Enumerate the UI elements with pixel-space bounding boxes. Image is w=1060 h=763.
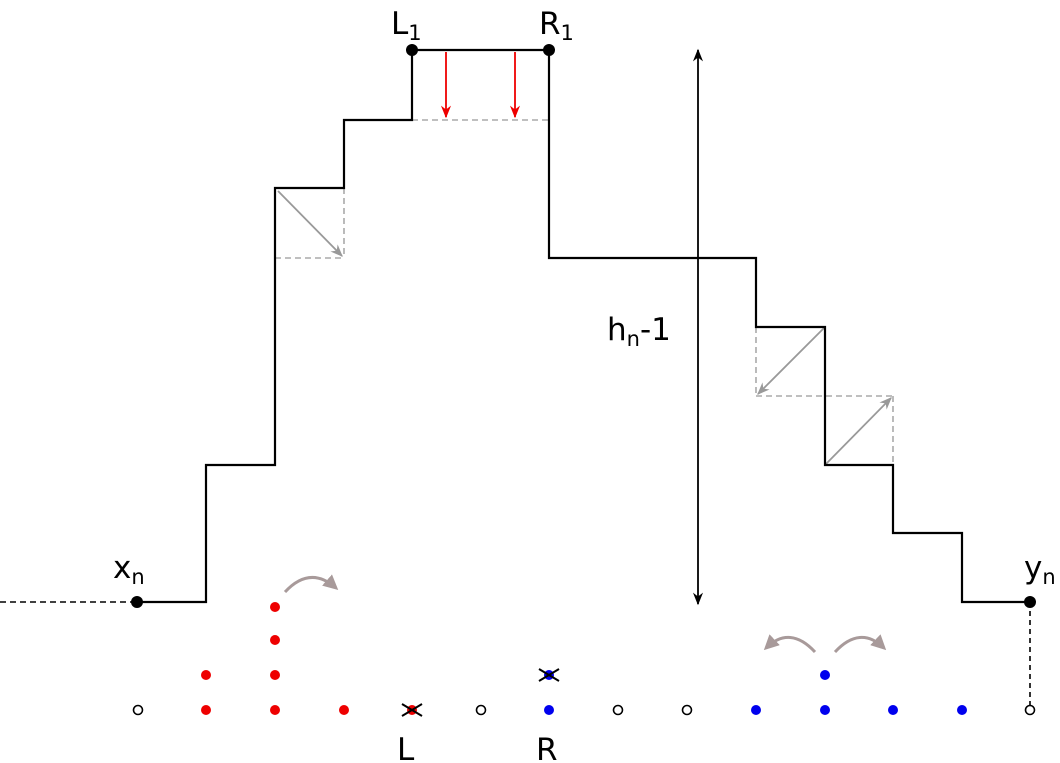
label-suffix: -1 <box>640 312 671 348</box>
label-sub: n <box>131 565 144 589</box>
gray-arrows <box>277 190 892 466</box>
endpoints <box>131 44 1036 608</box>
label: hn-1 <box>607 312 671 351</box>
dots <box>132 602 1036 717</box>
label-sub: 1 <box>408 21 421 45</box>
label-base: R <box>536 732 558 763</box>
label: L <box>397 732 415 763</box>
label: xn <box>113 550 145 589</box>
label: yn <box>1024 550 1056 589</box>
label-sub: n <box>1042 565 1055 589</box>
red-arrows <box>440 52 521 119</box>
dashed-guides <box>275 119 894 465</box>
label-base: x <box>113 550 131 586</box>
label: R1 <box>539 6 574 45</box>
label-base: R <box>539 6 561 42</box>
label-base: L <box>397 732 415 763</box>
label-base: L <box>391 6 409 42</box>
label: R <box>536 732 558 763</box>
curved-arrows <box>283 574 887 654</box>
label-base: y <box>1024 550 1042 586</box>
label-sub: n <box>627 327 640 351</box>
label: L1 <box>391 6 422 45</box>
staircase <box>135 48 1030 604</box>
label-sub: 1 <box>561 21 574 45</box>
label-base: h <box>607 312 627 348</box>
